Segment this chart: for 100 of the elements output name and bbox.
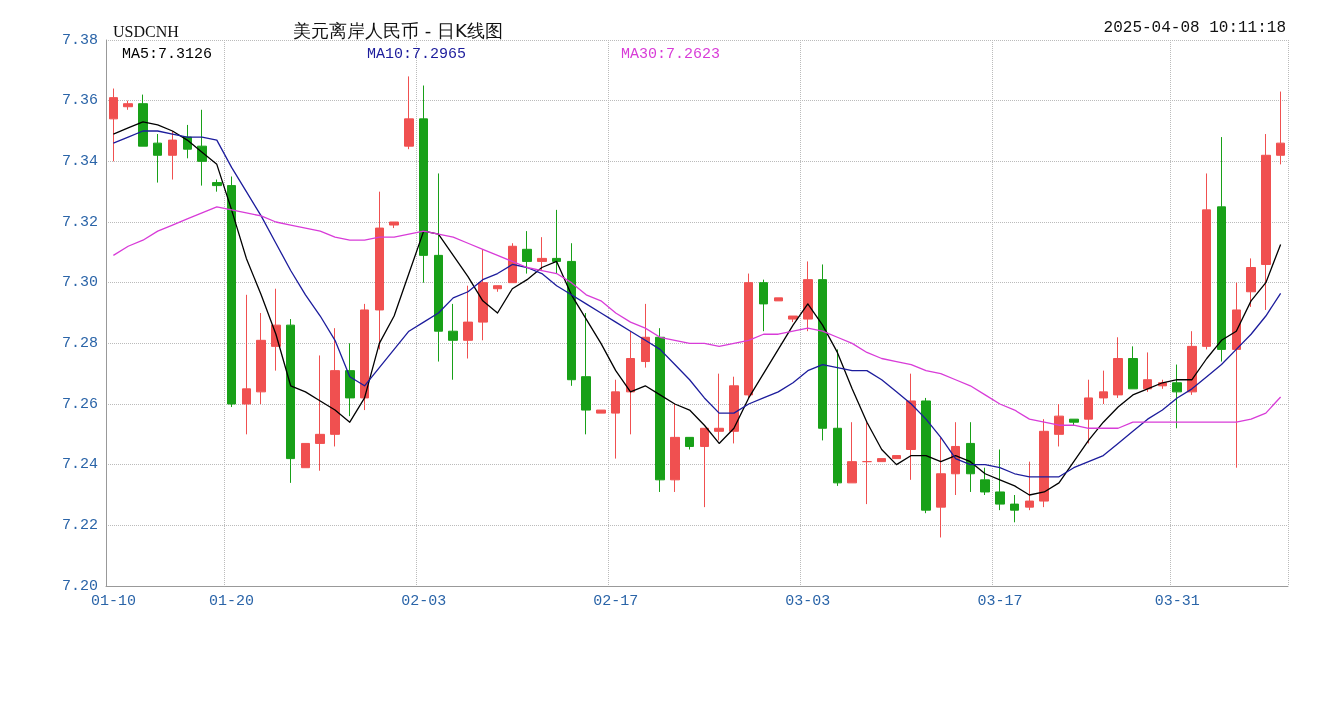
x-tick-label: 01-10 — [90, 593, 136, 610]
candlestick — [759, 279, 768, 332]
y-tick-label: 7.34 — [61, 152, 98, 170]
candlestick — [892, 455, 901, 460]
candlestick — [833, 348, 842, 487]
x-tick-label: 03-31 — [1154, 593, 1200, 610]
candlestick — [774, 297, 783, 302]
candlestick — [389, 221, 399, 229]
text: MA10:7.2965 — [367, 46, 467, 63]
y-tick-label: 7.24 — [61, 456, 98, 474]
text: MA5:7.3126 — [122, 46, 213, 63]
candlestick — [655, 327, 665, 493]
candlestick — [419, 85, 428, 284]
line-series — [112, 206, 1282, 429]
candlestick — [242, 294, 251, 435]
candlestick — [197, 109, 207, 187]
text: MA30:7.2623 — [621, 46, 721, 63]
candlestick — [567, 242, 576, 387]
candlestick — [434, 172, 443, 363]
candlestick — [729, 376, 739, 444]
candlestick — [847, 421, 857, 484]
chart-subtitle: 美元离岸人民币 - 日K线图 — [293, 19, 503, 41]
y-tick-label: 7.36 — [61, 92, 98, 110]
candlestick — [626, 330, 635, 435]
candlestick — [286, 318, 295, 484]
x-tick-label: 02-17 — [593, 593, 639, 610]
candlestick — [138, 94, 148, 147]
candlestick — [345, 342, 355, 417]
candlestick — [1069, 418, 1079, 426]
candlestick — [375, 191, 384, 350]
candlestick — [877, 458, 886, 463]
candlestick — [700, 427, 709, 508]
candlestick — [360, 303, 369, 411]
candlestick — [818, 263, 827, 441]
candlestick — [951, 421, 960, 496]
candlestick — [921, 397, 931, 514]
candlestick — [1010, 494, 1019, 523]
candlestick — [522, 230, 532, 275]
candlestick — [641, 303, 650, 369]
x-tick-label: 02-03 — [401, 593, 447, 610]
chart-title: USDCNH — [113, 22, 180, 40]
candlestick — [1143, 351, 1152, 393]
candlestick — [168, 130, 177, 181]
candlestick — [1187, 330, 1197, 396]
candlestick — [478, 248, 488, 341]
candlestick — [581, 312, 591, 435]
candlestick — [463, 285, 473, 359]
candlestick — [611, 379, 620, 460]
candlestick — [1217, 136, 1226, 363]
candlestick — [109, 88, 118, 162]
candlestick — [966, 421, 975, 493]
y-tick-label: 7.22 — [61, 516, 98, 534]
y-tick-label: 7.32 — [61, 213, 98, 231]
candlestick — [936, 436, 946, 538]
candlestick — [1054, 403, 1064, 447]
candlestick — [980, 467, 990, 496]
candlestick — [301, 442, 310, 469]
y-tick-label: 7.26 — [61, 395, 98, 413]
candlestick — [714, 373, 724, 441]
candlestick — [1276, 91, 1285, 165]
candlestick — [685, 436, 694, 450]
text: 2025-04-08 10:11:18 — [1103, 19, 1287, 37]
candlestick — [212, 179, 222, 193]
candlestick — [1039, 418, 1049, 508]
candlestick — [1084, 379, 1093, 444]
candlestick — [330, 327, 340, 447]
y-tick-label: 7.30 — [61, 274, 98, 292]
x-tick-label: 03-17 — [977, 593, 1023, 610]
candlestick — [1099, 370, 1108, 405]
candlestick — [1202, 172, 1211, 350]
x-tick-label: 01-20 — [209, 593, 255, 610]
candlestick — [1232, 282, 1241, 469]
candlestick — [537, 236, 547, 272]
candlestick — [803, 260, 813, 332]
candlestick — [227, 176, 236, 408]
candlestick — [493, 285, 502, 293]
candlestick — [670, 403, 680, 493]
candlestick — [508, 242, 517, 284]
candlestick — [1025, 461, 1034, 511]
candlestick — [123, 100, 133, 111]
y-tick-label: 7.38 — [61, 31, 98, 49]
candlestick — [1246, 257, 1256, 308]
candlestick — [995, 449, 1005, 511]
candlestick — [153, 133, 162, 184]
candlestick — [256, 312, 266, 405]
candlestick — [906, 373, 916, 481]
y-tick-label: 7.28 — [61, 334, 98, 352]
candlestick — [1128, 345, 1138, 390]
candlestick — [596, 409, 606, 414]
candlestick — [404, 75, 414, 150]
candlestick — [1113, 336, 1123, 399]
candlestick — [1172, 364, 1182, 429]
x-tick-label: 03-03 — [785, 593, 831, 610]
candlestick — [552, 209, 561, 275]
candlestick — [744, 273, 753, 399]
candlestick — [1261, 133, 1271, 311]
candlestick — [862, 421, 872, 505]
candlestick — [448, 303, 458, 381]
candlestick — [315, 354, 325, 472]
y-tick-label: 7.20 — [61, 577, 98, 595]
